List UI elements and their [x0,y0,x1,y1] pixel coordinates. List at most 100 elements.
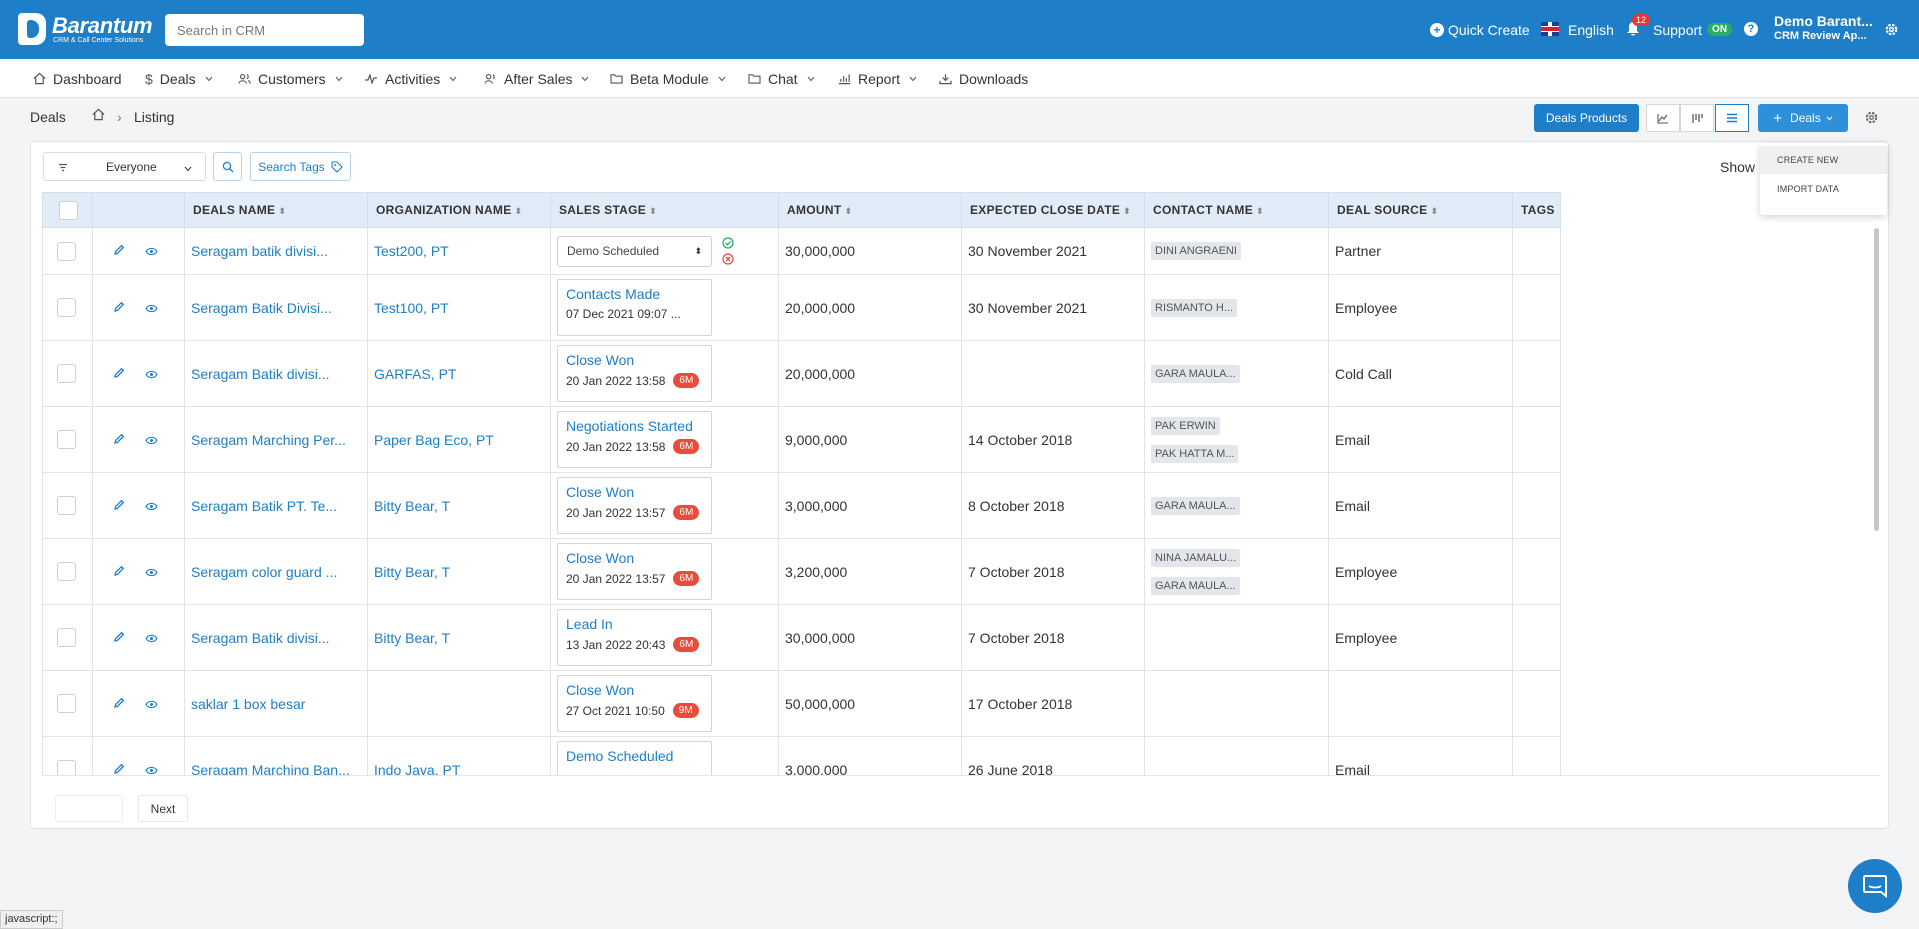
organization-link[interactable]: Test200, PT [374,243,449,259]
column-header-amount[interactable]: AMOUNT ⬍ [778,192,962,228]
sales-stage-link[interactable]: Close Won [566,484,635,500]
column-header-deal-source[interactable]: DEAL SOURCE ⬍ [1328,192,1513,228]
deals-products-button[interactable]: Deals Products [1534,104,1639,132]
deal-name-link[interactable]: Seragam Batik divisi... [191,365,330,382]
nav-customers[interactable]: Customers [238,59,343,98]
contact-tag[interactable]: GARA MAULA... [1151,576,1240,595]
nav-report[interactable]: Report [838,59,917,98]
nav-activities[interactable]: Activities [364,59,457,98]
organization-link[interactable]: Test100, PT [374,299,449,316]
sales-stage-link[interactable]: Close Won [566,682,635,698]
contact-tag[interactable]: GARA MAULA... [1151,496,1240,515]
table-vertical-scrollbar[interactable] [1874,228,1879,531]
column-header-contact-name[interactable]: CONTACT NAME ⬍ [1144,192,1329,228]
add-deals-button[interactable]: + Deals [1758,104,1848,132]
edit-pencil-icon[interactable] [113,300,125,316]
column-header-deals-name[interactable]: DEALS NAME ⬍ [184,192,368,228]
nav-downloads[interactable]: Downloads [939,59,1028,98]
nav-deals[interactable]: $ Deals [145,59,213,98]
row-checkbox[interactable] [57,562,76,581]
column-header-sales-stage[interactable]: SALES STAGE ⬍ [550,192,779,228]
confirm-check-icon[interactable] [722,237,734,249]
row-checkbox[interactable] [57,496,76,515]
edit-pencil-icon[interactable] [113,564,125,580]
deal-name-link[interactable]: Seragam batik divisi... [191,243,328,259]
nav-chat[interactable]: Chat [748,59,815,98]
chart-view-button[interactable] [1646,104,1680,132]
sales-stage-link[interactable]: Close Won [566,352,635,368]
edit-pencil-icon[interactable] [113,498,125,514]
owner-filter-select[interactable]: Everyone [43,152,206,181]
deal-name-link[interactable]: Seragam Batik Divisi... [191,299,332,316]
contact-tag[interactable]: DINI ANGRAENI [1151,242,1241,260]
row-checkbox[interactable] [57,241,76,261]
edit-pencil-icon[interactable] [113,630,125,646]
deals-table-container[interactable]: DEALS NAME ⬍ ORGANIZATION NAME ⬍ SALES STA… [42,192,1880,776]
organization-link[interactable]: Paper Bag Eco, PT [374,431,494,448]
language-selector[interactable]: English [1568,0,1614,59]
search-button[interactable] [213,152,242,181]
contact-tag[interactable]: PAK ERWIN [1151,416,1220,435]
global-search-input[interactable] [165,14,364,46]
create-new-menu-item[interactable]: CREATE NEW [1760,146,1887,174]
edit-pencil-icon[interactable] [113,762,125,776]
next-page-button[interactable]: Next [138,795,188,822]
deal-name-link[interactable]: saklar 1 box besar [191,695,306,712]
column-header-expected-close-date[interactable]: EXPECTED CLOSE DATE ⬍ [961,192,1145,228]
view-eye-icon[interactable] [145,300,158,316]
view-eye-icon[interactable] [145,564,158,580]
help-icon[interactable]: ? [1744,22,1758,36]
brand-logo[interactable]: Barantum CRM & Call Center Solutions [18,13,153,47]
view-eye-icon[interactable] [145,243,158,259]
deal-name-link[interactable]: Seragam Marching Ban... [191,761,350,776]
list-view-button[interactable] [1715,104,1749,132]
organization-link[interactable]: Bitty Bear, T [374,563,450,580]
edit-pencil-icon[interactable] [113,696,125,712]
user-menu[interactable]: Demo Barant... CRM Review Ap... [1774,14,1873,44]
sales-stage-link[interactable]: Contacts Made [566,286,661,302]
sales-stage-link[interactable]: Demo Scheduled [566,748,674,764]
quick-create-button[interactable]: + Quick Create [1430,0,1530,59]
view-eye-icon[interactable] [145,762,158,776]
support-toggle[interactable]: Support ON [1653,0,1733,59]
organization-link[interactable]: Bitty Bear, T [374,497,450,514]
row-checkbox[interactable] [57,430,76,449]
view-eye-icon[interactable] [145,630,158,646]
cancel-x-icon[interactable] [722,253,734,265]
sales-stage-select[interactable]: Demo Scheduled ⬍ [557,235,712,267]
search-tags-button[interactable]: Search Tags [250,152,351,181]
settings-gear-icon[interactable] [1884,22,1899,37]
deal-name-link[interactable]: Seragam Batik PT. Te... [191,497,338,514]
sales-stage-link[interactable]: Close Won [566,550,635,566]
row-checkbox[interactable] [57,694,76,713]
row-checkbox[interactable] [57,628,76,647]
table-settings-gear-icon[interactable] [1864,110,1879,125]
contact-tag[interactable]: GARA MAULA... [1151,364,1240,383]
view-eye-icon[interactable] [145,432,158,448]
view-eye-icon[interactable] [145,498,158,514]
deal-name-link[interactable]: Seragam color guard ... [191,563,338,580]
kanban-view-button[interactable] [1680,104,1714,132]
row-checkbox[interactable] [57,298,76,317]
deal-name-link[interactable]: Seragam Batik divisi... [191,629,330,646]
sales-stage-link[interactable]: Negotiations Started [566,418,693,434]
live-chat-button[interactable] [1848,859,1902,913]
nav-dashboard[interactable]: Dashboard [33,59,122,98]
row-checkbox[interactable] [57,760,76,775]
edit-pencil-icon[interactable] [113,366,125,382]
column-header-organization-name[interactable]: ORGANIZATION NAME ⬍ [367,192,551,228]
contact-tag[interactable]: PAK HATTA M... [1151,444,1239,463]
sales-stage-link[interactable]: Lead In [566,616,613,632]
row-checkbox[interactable] [57,364,76,383]
contact-tag[interactable]: RISMANTO H... [1151,298,1238,317]
edit-pencil-icon[interactable] [113,243,125,259]
view-eye-icon[interactable] [145,366,158,382]
contact-tag[interactable]: NINA JAMALU... [1151,548,1241,567]
select-all-checkbox[interactable] [59,200,78,220]
import-data-menu-item[interactable]: IMPORT DATA [1777,184,1840,194]
organization-link[interactable]: GARFAS, PT [374,365,457,382]
edit-pencil-icon[interactable] [113,432,125,448]
deal-name-link[interactable]: Seragam Marching Per... [191,431,346,448]
nav-beta-module[interactable]: Beta Module [610,59,726,98]
organization-link[interactable]: Indo Jaya, PT [374,761,461,776]
